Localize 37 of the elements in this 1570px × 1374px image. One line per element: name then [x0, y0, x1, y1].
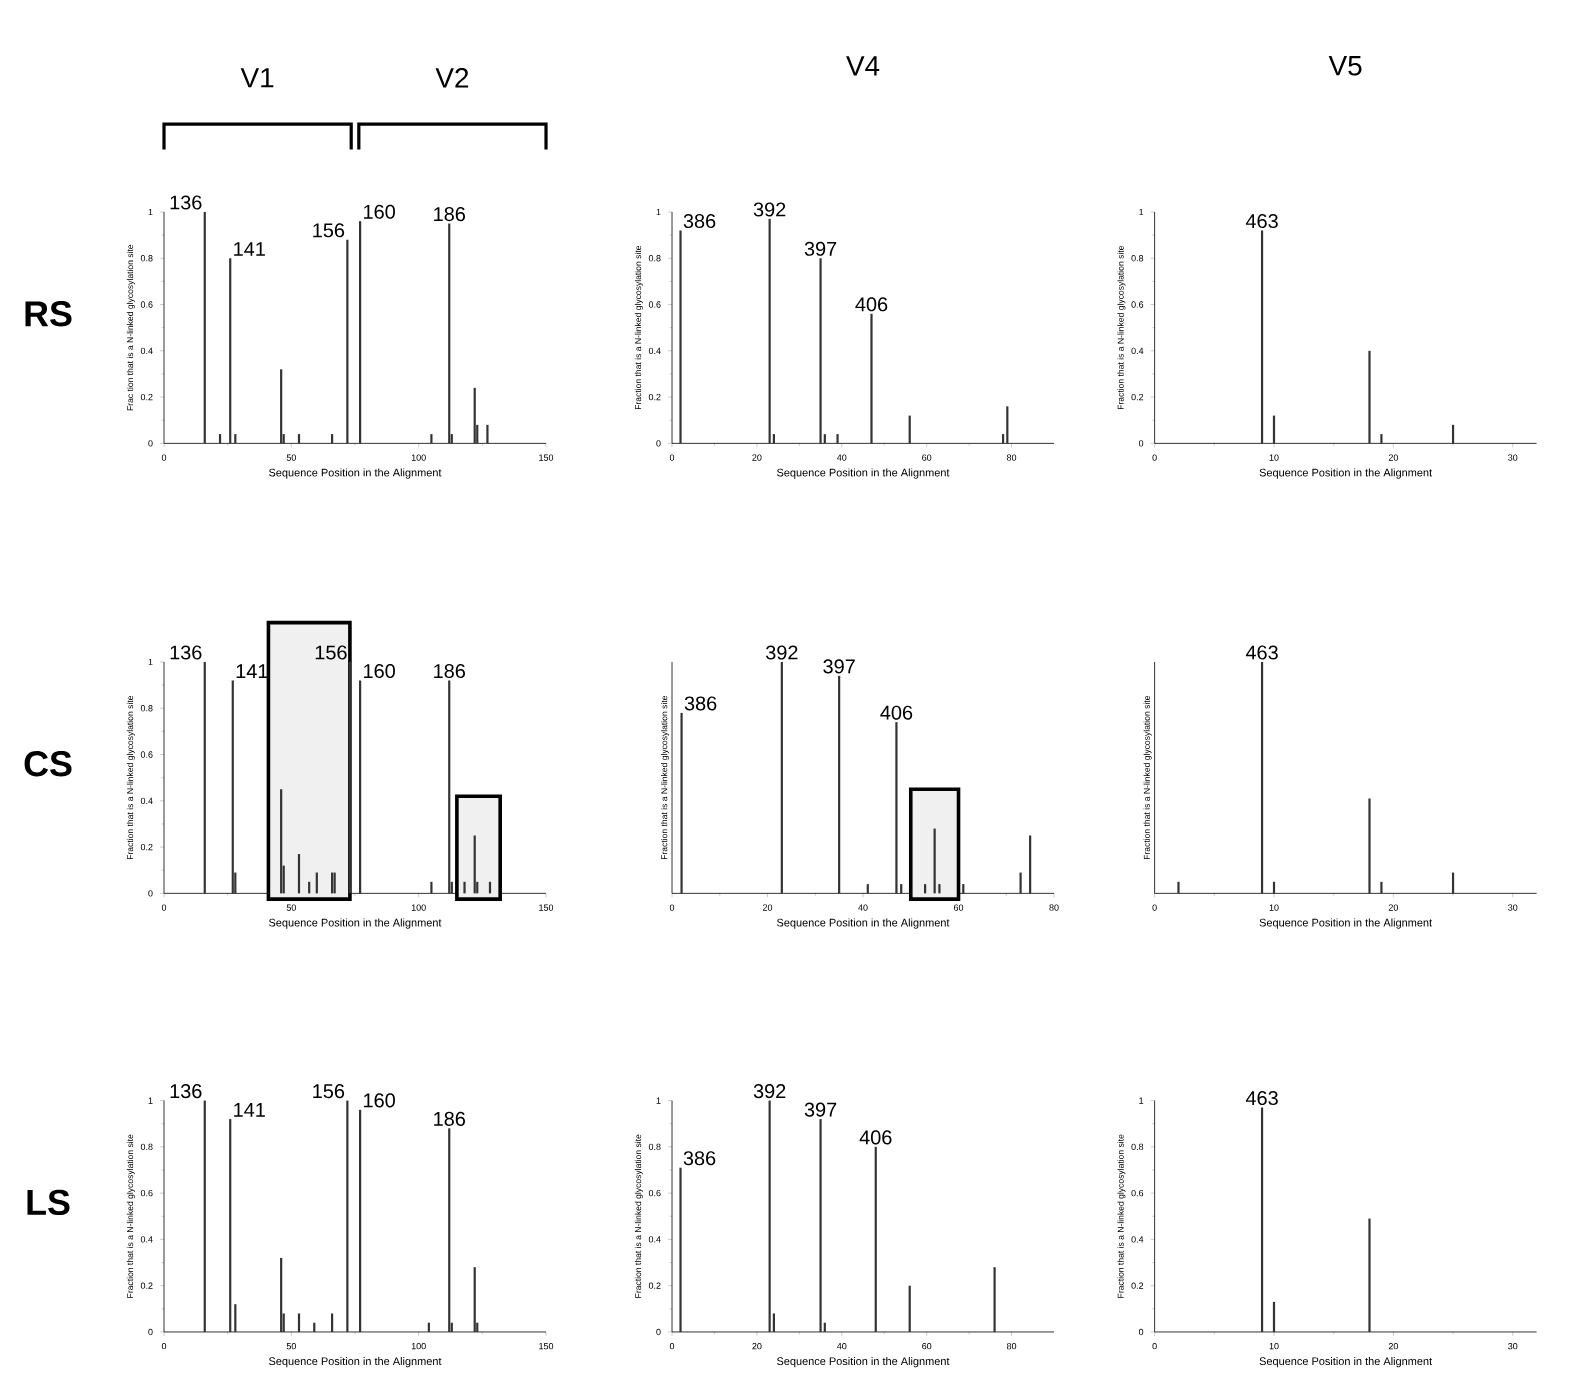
annotation: 397 — [804, 1102, 837, 1117]
annotation: 186 — [434, 207, 465, 222]
text: V2 — [435, 67, 469, 88]
annotation: 136 — [170, 645, 202, 660]
annotation: 186 — [434, 1111, 465, 1126]
annotation: 156 — [313, 223, 345, 238]
annotation: 406 — [855, 297, 888, 312]
text: V1 — [240, 68, 274, 88]
annotation: 463 — [1245, 213, 1278, 229]
annotation: 156 — [313, 1084, 345, 1099]
text: RS — [25, 301, 72, 327]
annotation: 156 — [315, 645, 347, 660]
annotation: 136 — [170, 195, 202, 210]
annotation: 160 — [364, 1093, 395, 1108]
annotation: 392 — [753, 202, 786, 217]
annotation: 141 — [234, 1102, 265, 1117]
annotation: 136 — [170, 1084, 202, 1099]
text: LS — [27, 1189, 70, 1216]
annotation: 463 — [1245, 1091, 1278, 1106]
annotation: 186 — [434, 663, 465, 679]
annotation: 392 — [765, 645, 798, 660]
annotation: 406 — [859, 1130, 892, 1145]
annotation: 397 — [804, 241, 837, 256]
annotation: 392 — [753, 1084, 786, 1099]
chart-title: V5 — [1328, 56, 1362, 76]
annotation: 386 — [683, 1151, 716, 1166]
annotation: 386 — [684, 696, 717, 711]
chart-title: V4 — [846, 56, 880, 76]
annotation: 141 — [236, 664, 268, 679]
annotation: 160 — [364, 204, 395, 219]
annotation: 141 — [234, 242, 265, 256]
annotation: 397 — [823, 659, 855, 674]
annotation: 463 — [1245, 645, 1278, 660]
text: CS — [24, 751, 72, 777]
annotation: 406 — [880, 705, 913, 720]
annotation: 160 — [364, 663, 395, 679]
annotation: 386 — [683, 213, 716, 229]
